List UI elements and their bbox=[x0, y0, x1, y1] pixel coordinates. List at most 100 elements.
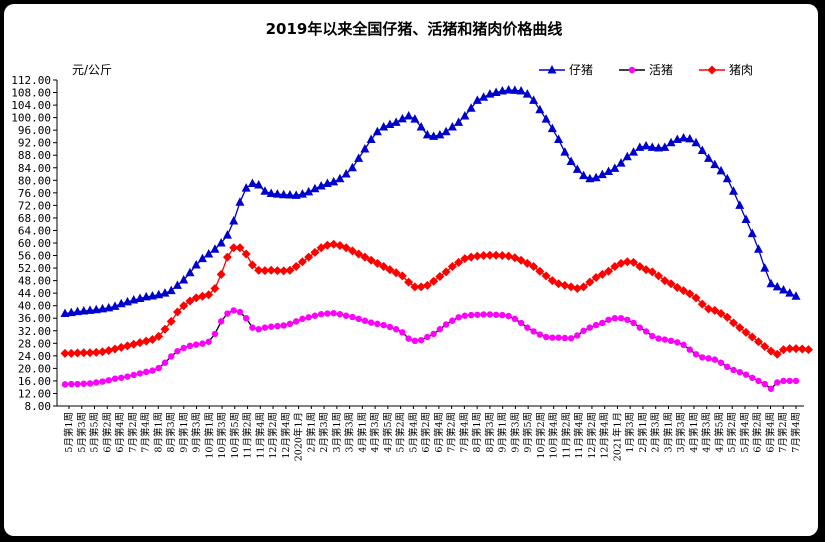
data-point bbox=[555, 334, 562, 341]
data-point bbox=[292, 318, 300, 325]
data-point bbox=[267, 323, 275, 330]
y-tick-label: 72.00 bbox=[18, 199, 51, 212]
x-tick-label: 6月第2周 bbox=[101, 412, 113, 453]
data-point bbox=[129, 339, 139, 349]
legend-label: 仔猪 bbox=[569, 63, 593, 77]
x-tick-label: 10月第5周 bbox=[229, 412, 241, 459]
y-tick-label: 80.00 bbox=[18, 174, 51, 187]
data-point bbox=[110, 301, 120, 310]
x-tick-label: 2020年1月 bbox=[293, 412, 305, 461]
data-point bbox=[74, 380, 81, 388]
data-point bbox=[616, 258, 626, 268]
legend-swatch-marker bbox=[547, 65, 557, 74]
data-point bbox=[641, 140, 651, 150]
data-point bbox=[647, 142, 657, 151]
y-tick-label: 88.00 bbox=[18, 149, 51, 162]
y-tick-label: 16.00 bbox=[18, 375, 51, 388]
x-tick-label: 3月第3周 bbox=[675, 412, 687, 453]
data-point bbox=[185, 267, 195, 277]
data-point bbox=[704, 153, 714, 162]
series-layer bbox=[60, 85, 813, 392]
data-point bbox=[166, 316, 176, 326]
data-point bbox=[285, 265, 295, 275]
data-point bbox=[299, 315, 306, 323]
data-point bbox=[235, 197, 245, 206]
x-tick-label: 7月第4周 bbox=[140, 412, 152, 453]
data-point bbox=[216, 269, 226, 279]
data-point bbox=[610, 262, 620, 272]
data-point bbox=[66, 307, 76, 317]
x-tick-label: 10月第1周 bbox=[203, 412, 215, 459]
data-point bbox=[579, 282, 589, 292]
data-point bbox=[347, 162, 357, 172]
data-point bbox=[261, 324, 269, 331]
data-point bbox=[72, 348, 82, 358]
data-point bbox=[229, 243, 239, 253]
data-point bbox=[310, 183, 320, 193]
data-point bbox=[160, 324, 170, 334]
data-point bbox=[122, 341, 132, 351]
data-point bbox=[466, 103, 476, 112]
data-point bbox=[622, 257, 632, 267]
data-point bbox=[580, 327, 587, 334]
data-point bbox=[341, 243, 351, 253]
data-point bbox=[485, 250, 495, 260]
line-chart: 2019年以来全国仔猪、活猪和猪肉价格曲线 元/公斤 112.00108.001… bbox=[11, 20, 813, 461]
x-tick-label: 8月第3周 bbox=[165, 412, 177, 453]
data-point bbox=[772, 281, 782, 291]
data-point bbox=[691, 137, 701, 147]
data-point bbox=[535, 104, 545, 114]
data-point bbox=[197, 253, 207, 263]
data-point bbox=[380, 321, 387, 329]
x-tick-label: 6月第4周 bbox=[433, 412, 445, 453]
data-point bbox=[566, 156, 576, 165]
y-tick-label: 100.00 bbox=[11, 112, 51, 125]
y-tick-label: 56.00 bbox=[18, 250, 51, 263]
data-point bbox=[297, 257, 307, 267]
data-point bbox=[724, 363, 731, 371]
data-point bbox=[649, 332, 656, 340]
data-point bbox=[168, 353, 175, 360]
data-point bbox=[116, 342, 126, 352]
data-point bbox=[472, 251, 482, 261]
data-point bbox=[66, 348, 76, 358]
data-point bbox=[249, 324, 256, 331]
data-point bbox=[749, 374, 756, 381]
data-point bbox=[741, 327, 751, 337]
data-point bbox=[155, 364, 162, 372]
x-tick-label: 4月第5周 bbox=[382, 412, 394, 453]
data-point bbox=[97, 347, 107, 357]
data-point bbox=[529, 95, 539, 104]
data-point bbox=[147, 335, 157, 345]
data-point bbox=[241, 183, 251, 192]
data-point bbox=[697, 145, 707, 155]
data-point bbox=[686, 346, 693, 353]
data-point bbox=[441, 267, 451, 277]
data-point bbox=[154, 331, 164, 341]
y-tick-label: 76.00 bbox=[18, 187, 51, 200]
data-point bbox=[91, 304, 101, 314]
x-tick-label: 1月第3周 bbox=[624, 412, 636, 453]
x-tick-label: 6月第4周 bbox=[114, 412, 126, 453]
data-point bbox=[735, 323, 745, 333]
data-point bbox=[186, 342, 194, 350]
y-axis: 112.00108.00104.00100.0096.0092.0088.008… bbox=[11, 74, 58, 413]
data-point bbox=[705, 355, 712, 362]
data-point bbox=[529, 262, 539, 272]
data-point bbox=[730, 366, 737, 374]
data-point bbox=[536, 331, 544, 338]
x-tick-label: 9月第3周 bbox=[509, 412, 521, 453]
data-point bbox=[522, 258, 532, 268]
chart-panel: 2019年以来全国仔猪、活猪和猪肉价格曲线 元/公斤 112.00 108.00 1… bbox=[4, 4, 818, 536]
data-point bbox=[360, 252, 370, 262]
data-point bbox=[685, 133, 695, 143]
data-point bbox=[610, 163, 620, 172]
data-point bbox=[193, 341, 200, 348]
data-point bbox=[130, 371, 137, 379]
data-point bbox=[629, 147, 639, 156]
data-point bbox=[79, 348, 89, 358]
data-point bbox=[449, 317, 456, 324]
data-point bbox=[642, 328, 650, 335]
data-point bbox=[466, 252, 476, 262]
x-tick-label: 7月第2周 bbox=[777, 412, 789, 453]
